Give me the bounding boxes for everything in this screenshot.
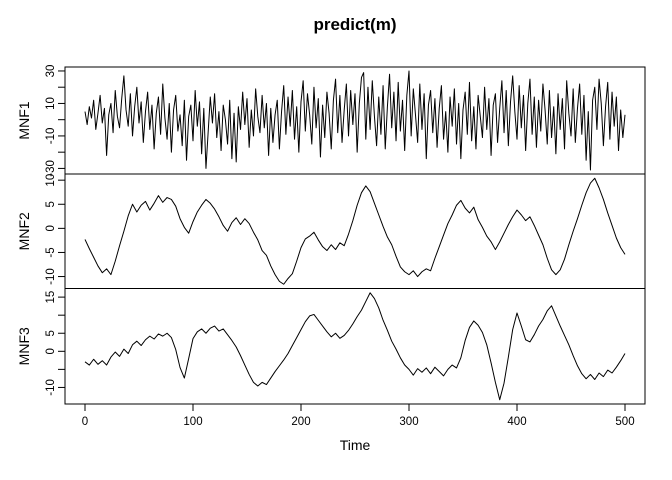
x-tick-label: 300 [399, 416, 418, 428]
y-axis-label-mnf1: MNF1 [16, 101, 32, 139]
y-axis-label-mnf3: MNF3 [16, 327, 32, 365]
y-tick-label: 10 [45, 174, 57, 187]
y-tick-label: -10 [45, 379, 57, 396]
x-tick-label: 200 [291, 416, 310, 428]
y-tick-label: -10 [45, 268, 57, 285]
x-tick-label: 100 [183, 416, 202, 428]
x-tick-label: 0 [82, 416, 88, 428]
y-tick-label: 0 [45, 348, 57, 354]
x-tick-label: 400 [507, 416, 526, 428]
y-tick-label: 15 [45, 291, 57, 304]
series-line-mnf1 [84, 70, 626, 171]
series-line-mnf3 [84, 292, 626, 401]
x-tick-label: 500 [615, 416, 634, 428]
y-tick-label: -30 [45, 160, 57, 177]
y-tick-label: 0 [45, 225, 57, 231]
plot-title: predict(m) [313, 15, 397, 34]
plot-box [64, 66, 646, 405]
y-tick-label: -10 [45, 128, 57, 145]
y-tick-label: 5 [45, 201, 57, 207]
y-tick-label: 30 [45, 65, 57, 78]
y-tick-label: -5 [45, 247, 57, 257]
y-axis-label-mnf2: MNF2 [16, 212, 32, 250]
y-tick-label: 10 [45, 97, 57, 110]
y-tick-label: 5 [45, 330, 57, 336]
series-line-mnf2 [84, 177, 626, 285]
x-axis-title: Time [339, 437, 371, 453]
